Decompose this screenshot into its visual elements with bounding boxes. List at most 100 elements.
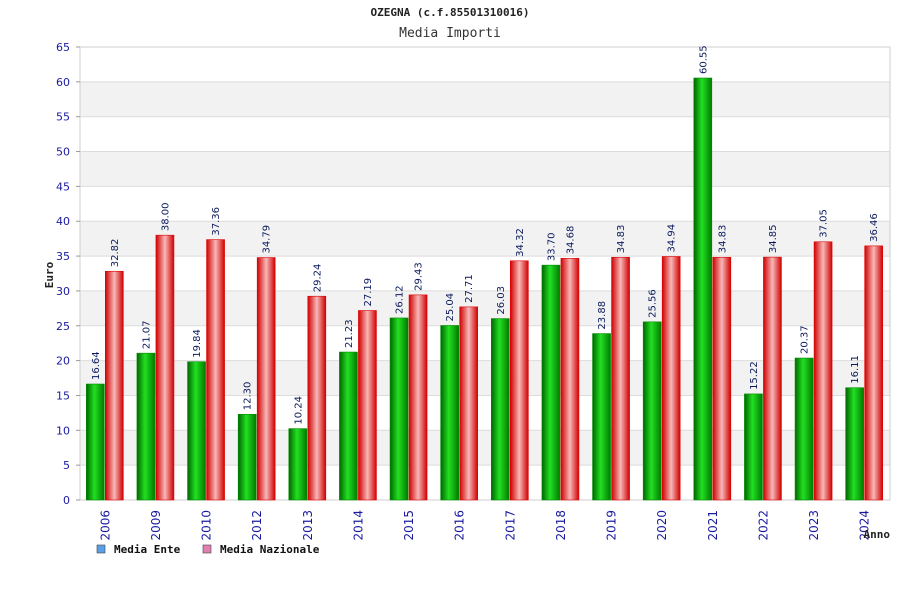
- bar-media-nazionale-2016: [459, 306, 478, 501]
- bar-media-ente-2017: [491, 318, 510, 501]
- data-label-media-ente-2022: 15.22: [749, 361, 760, 390]
- plot-area: [79, 46, 891, 501]
- y-axis-ticks: 0 5 10 15 20 25 30 35 40 45 50 55 60 65: [56, 41, 80, 507]
- legend: Media Ente Media Nazionale: [96, 543, 320, 556]
- bar-media-ente-2009: [136, 352, 156, 501]
- bar-media-nazionale-2019: [611, 256, 630, 501]
- bars: [86, 77, 883, 501]
- y-tick-label: 30: [56, 285, 70, 298]
- x-tick-label-2014: 2014: [351, 510, 365, 541]
- data-label-media-nazionale-2019: 34.83: [616, 225, 627, 254]
- grid-band: [80, 151, 890, 187]
- x-tick-label-2019: 2019: [605, 510, 619, 541]
- y-tick-label: 50: [56, 146, 70, 159]
- y-tick-label: 5: [63, 459, 70, 472]
- bar-media-nazionale-2014: [358, 310, 377, 501]
- data-label-media-nazionale-2012: 34.79: [262, 225, 273, 254]
- x-tick-label-2020: 2020: [655, 510, 669, 541]
- bar-media-ente-2021: [693, 77, 713, 501]
- data-label-media-ente-2023: 20.37: [800, 325, 811, 354]
- y-tick-label: 10: [56, 424, 70, 437]
- data-label-media-nazionale-2014: 27.19: [363, 278, 374, 307]
- bar-media-nazionale-2021: [712, 256, 732, 501]
- bar-media-ente-2018: [541, 264, 561, 501]
- data-label-media-nazionale-2023: 37.05: [819, 209, 830, 238]
- bar-media-ente-2012: [237, 413, 257, 501]
- y-tick-label: 25: [56, 320, 70, 333]
- bar-media-nazionale-2018: [560, 258, 580, 501]
- data-label-media-ente-2018: 33.70: [546, 232, 557, 261]
- data-label-media-nazionale-2024: 36.46: [869, 213, 880, 242]
- data-label-media-ente-2021: 60.55: [698, 45, 709, 74]
- y-tick-label: 20: [56, 355, 70, 368]
- y-tick-label: 60: [56, 76, 70, 89]
- data-label-media-nazionale-2018: 34.68: [565, 226, 576, 255]
- x-tick-label-2009: 2009: [149, 510, 163, 541]
- bar-media-nazionale-2012: [256, 257, 276, 501]
- bar-media-ente-2022: [744, 393, 763, 501]
- data-label-media-ente-2014: 21.23: [344, 319, 355, 348]
- bar-media-ente-2024: [845, 387, 864, 501]
- x-tick-label-2012: 2012: [250, 510, 264, 541]
- y-tick-label: 65: [56, 41, 70, 54]
- x-tick-label-2021: 2021: [706, 510, 720, 541]
- x-tick-label-2015: 2015: [402, 510, 416, 541]
- data-label-media-ente-2020: 25.56: [648, 289, 659, 318]
- bar-media-ente-2010: [187, 361, 206, 501]
- bar-media-ente-2014: [339, 351, 358, 501]
- data-label-media-ente-2017: 26.03: [496, 286, 507, 315]
- chart-subtitle: Media Importi: [399, 26, 501, 41]
- y-tick-label: 55: [56, 111, 70, 124]
- data-label-media-nazionale-2016: 27.71: [464, 274, 475, 303]
- data-label-media-nazionale-2021: 34.83: [717, 225, 728, 254]
- data-label-media-ente-2010: 19.84: [192, 329, 203, 358]
- legend-label-media-ente: Media Ente: [114, 543, 181, 556]
- data-label-media-nazionale-2017: 34.32: [515, 228, 526, 257]
- data-label-media-ente-2015: 26.12: [395, 285, 406, 314]
- bar-media-nazionale-2015: [408, 294, 428, 501]
- bar-media-ente-2013: [288, 428, 308, 501]
- x-tick-label-2006: 2006: [98, 510, 112, 541]
- bar-media-nazionale-2023: [813, 241, 833, 501]
- data-label-media-ente-2019: 23.88: [597, 301, 608, 330]
- y-axis-label: Euro: [43, 261, 56, 288]
- data-label-media-nazionale-2015: 29.43: [414, 262, 425, 291]
- y-tick-label: 15: [56, 389, 70, 402]
- bar-media-nazionale-2024: [864, 245, 883, 501]
- bar-media-nazionale-2009: [155, 234, 175, 501]
- y-tick-label: 0: [63, 494, 70, 507]
- x-tick-label-2024: 2024: [858, 510, 872, 541]
- data-label-media-nazionale-2020: 34.94: [667, 224, 678, 253]
- data-label-media-nazionale-2009: 38.00: [160, 203, 171, 232]
- chart-title: OZEGNA (c.f.85501310016): [371, 6, 530, 19]
- data-label-media-ente-2024: 16.11: [850, 355, 861, 384]
- grid-band: [80, 81, 890, 117]
- bar-media-ente-2015: [389, 317, 409, 501]
- legend-swatch-media-nazionale: [202, 544, 212, 554]
- bar-media-nazionale-2006: [105, 270, 124, 501]
- data-label-media-ente-2016: 25.04: [445, 293, 456, 322]
- x-tick-label-2016: 2016: [453, 510, 467, 541]
- bar-media-nazionale-2010: [206, 239, 225, 501]
- data-label-media-nazionale-2022: 34.85: [768, 224, 779, 253]
- bar-media-nazionale-2017: [510, 260, 529, 501]
- legend-swatch-media-ente: [96, 544, 106, 554]
- data-label-media-ente-2009: 21.07: [141, 321, 152, 350]
- legend-label-media-nazionale: Media Nazionale: [220, 543, 320, 556]
- x-tick-label-2023: 2023: [807, 510, 821, 541]
- bar-media-nazionale-2022: [763, 256, 782, 501]
- bar-media-ente-2019: [592, 333, 611, 501]
- x-tick-label-2013: 2013: [301, 510, 315, 541]
- x-tick-label-2022: 2022: [756, 510, 770, 541]
- bar-media-ente-2023: [794, 357, 814, 501]
- y-tick-label: 40: [56, 215, 70, 228]
- y-tick-label: 45: [56, 180, 70, 193]
- bar-media-ente-2020: [642, 321, 662, 501]
- bar-media-nazionale-2013: [307, 295, 327, 501]
- data-label-media-nazionale-2013: 29.24: [312, 264, 323, 293]
- bar-media-ente-2016: [440, 325, 459, 501]
- data-label-media-nazionale-2006: 32.82: [110, 239, 121, 268]
- x-tick-label-2010: 2010: [200, 510, 214, 541]
- data-label-media-nazionale-2010: 37.36: [211, 207, 222, 236]
- bar-media-nazionale-2020: [661, 256, 681, 501]
